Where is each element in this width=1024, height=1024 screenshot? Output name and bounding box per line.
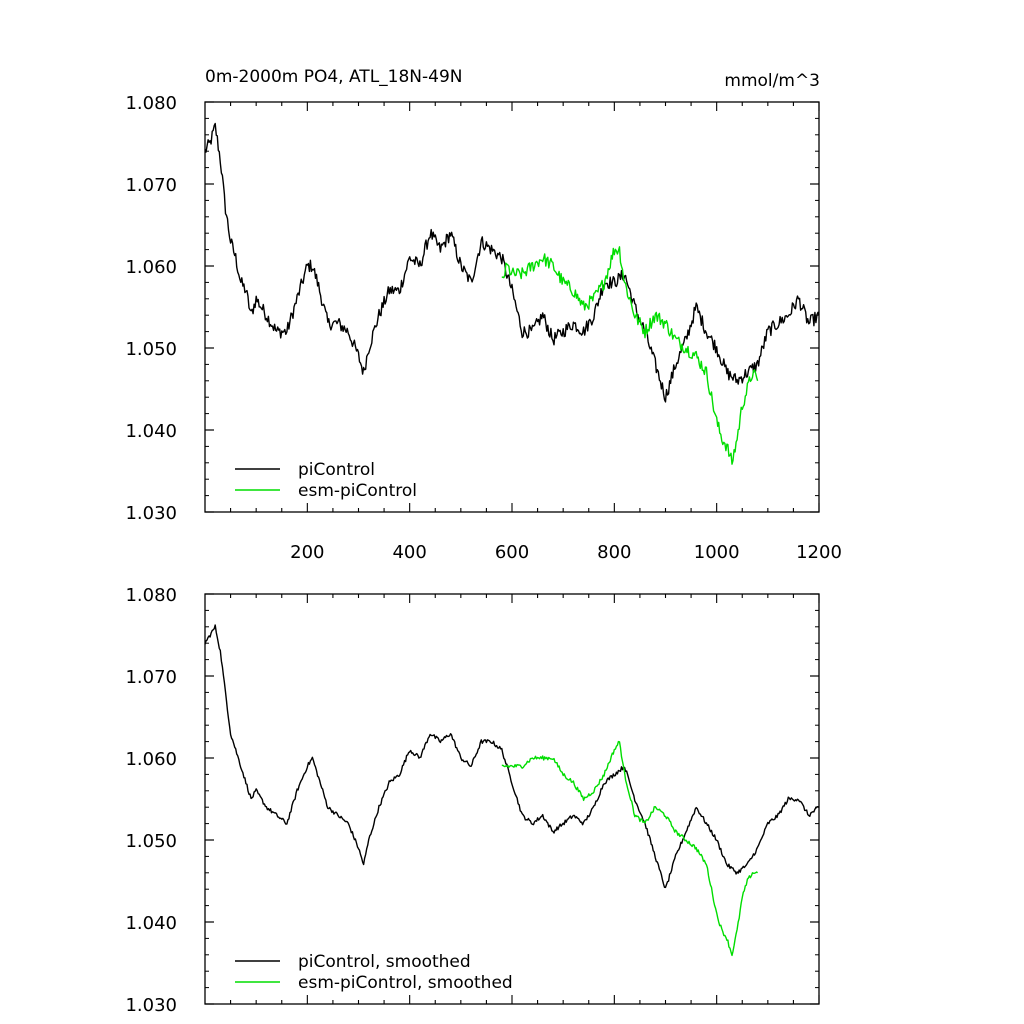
plot-frame-top (204, 101, 820, 513)
y-tick-label: 1.050 (125, 339, 177, 360)
y-tick-label: 1.050 (125, 831, 177, 852)
y-tick-label: 1.080 (125, 585, 177, 606)
series-lines-bottom (204, 624, 820, 957)
series-lines-top (204, 122, 820, 465)
y-tick-label: 1.030 (125, 995, 177, 1016)
legend-label-esm-picontrol: esm-piControl (298, 481, 417, 501)
x-tick-label: 600 (495, 542, 529, 563)
y-tick-label: 1.030 (125, 503, 177, 524)
series-line-esm-picontrol-smoothed (501, 740, 759, 957)
x-tick-label: 400 (392, 542, 426, 563)
x-tick-label: 1200 (796, 542, 842, 563)
y-tick-label: 1.040 (125, 421, 177, 442)
series-line-esm-picontrol (501, 246, 759, 465)
y-tick-label: 1.070 (125, 175, 177, 196)
y-tick-label: 1.060 (125, 749, 177, 770)
plot-frame-bottom (204, 593, 820, 1005)
bottom-panel: 1.030 1.040 1.050 1.060 1.070 1.080 piControl… (125, 585, 820, 1016)
units-label: mmol/m^3 (724, 71, 820, 91)
y-tick-label: 1.080 (125, 93, 177, 114)
top-panel: 0m-2000m PO4, ATL_18N-49N mmol/m^3 1.030… (125, 67, 841, 563)
y-tick-label: 1.060 (125, 257, 177, 278)
y-tick-label: 1.070 (125, 667, 177, 688)
legend-top: piControl esm-piControl (235, 460, 417, 501)
x-tick-label: 1000 (694, 542, 740, 563)
axis-ticks-bottom: 1.030 1.040 1.050 1.060 1.070 1.080 (125, 585, 820, 1016)
legend-label-picontrol: piControl (298, 460, 375, 480)
x-tick-label: 200 (290, 542, 324, 563)
series-line-picontrol (204, 122, 820, 403)
y-tick-label: 1.040 (125, 913, 177, 934)
axis-ticks-top: 1.030 1.040 1.050 1.060 1.070 1.080 200 400 600 8… (125, 93, 841, 563)
legend-bottom: piControl, smoothed esm-piControl, smoot… (235, 952, 513, 993)
x-tick-label: 800 (597, 542, 631, 563)
legend-label-picontrol-smoothed: piControl, smoothed (298, 952, 471, 972)
chart-title: 0m-2000m PO4, ATL_18N-49N (205, 67, 463, 87)
series-line-picontrol-smoothed (204, 624, 820, 889)
legend-label-esm-picontrol-smoothed: esm-piControl, smoothed (298, 973, 513, 993)
